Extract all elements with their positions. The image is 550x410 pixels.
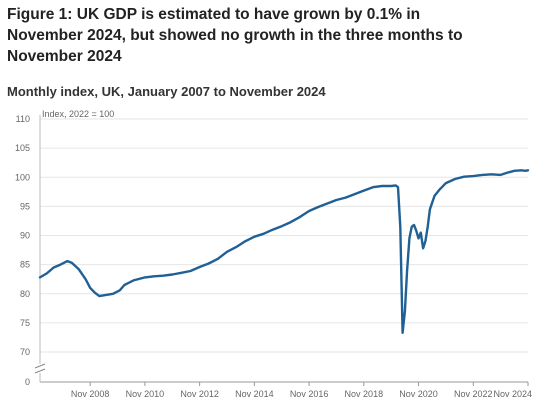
x-tick-label: Nov 2010 xyxy=(126,389,165,399)
chart-title: Figure 1: UK GDP is estimated to have gr… xyxy=(7,6,463,65)
x-tick-label: Nov 2012 xyxy=(180,389,219,399)
x-tick-label: Nov 2020 xyxy=(399,389,438,399)
y-tick-label: 80 xyxy=(20,289,30,299)
y-tick-label: 75 xyxy=(20,318,30,328)
x-tick-label: Nov 2022 xyxy=(454,389,493,399)
y-tick-label: 0 xyxy=(25,377,30,387)
series-line-gdp-index xyxy=(38,169,530,334)
y-tick-label: 100 xyxy=(15,172,30,182)
y-axis-unit-label: Index, 2022 = 100 xyxy=(42,109,114,119)
axis-break-mark xyxy=(34,363,46,374)
y-tick-label: 85 xyxy=(20,260,30,270)
x-tick-label: Nov 2024 xyxy=(493,389,532,399)
y-tick-label: 95 xyxy=(20,201,30,211)
y-tick-label: 70 xyxy=(20,347,30,357)
x-tick-label: Nov 2016 xyxy=(290,389,329,399)
chart-subtitle: Monthly index, UK, January 2007 to Novem… xyxy=(7,84,326,99)
y-tick-label: 105 xyxy=(15,143,30,153)
y-tick-label: 110 xyxy=(16,114,30,124)
x-tick-label: Nov 2018 xyxy=(345,389,384,399)
y-tick-label: 90 xyxy=(20,231,30,241)
x-tick-label: Nov 2014 xyxy=(235,389,274,399)
x-tick-label: Nov 2008 xyxy=(71,389,110,399)
